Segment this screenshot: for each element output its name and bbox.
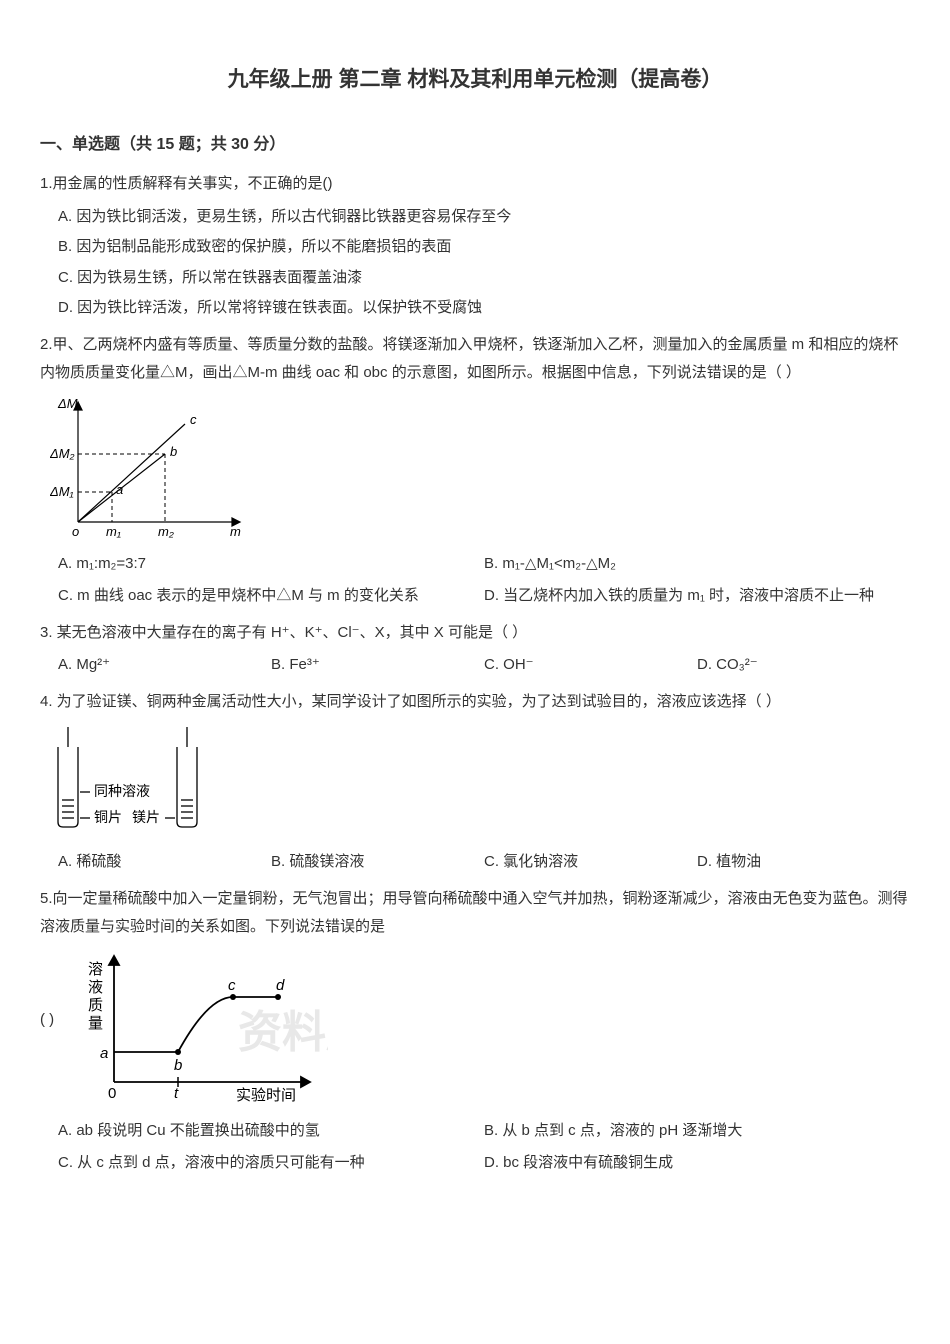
q4-label-cu: 铜片 <box>94 809 122 825</box>
q2-c: C. m 曲线 oac 表示的是甲烧杯中△M 与 m 的变化关系 <box>58 582 484 611</box>
q5-watermark: 资料库 <box>238 1008 328 1057</box>
q5-row1: A. ab 段说明 Cu 不能置换出硫酸中的氢 B. 从 b 点到 c 点，溶液… <box>40 1117 910 1146</box>
q5-b: B. 从 b 点到 c 点，溶液的 pH 逐渐增大 <box>484 1117 910 1146</box>
q2-pt-b: b <box>170 444 177 459</box>
q5-a: A. ab 段说明 Cu 不能置换出硫酸中的氢 <box>58 1117 484 1146</box>
q2-row1: A. m₁:m₂=3:7 B. m₁-△M₁<m₂-△M₂ <box>40 550 910 579</box>
q3-text: 3. 某无色溶液中大量存在的离子有 H⁺、K⁺、Cl⁻、X，其中 X 可能是（ … <box>40 619 910 648</box>
q5-pt-b: b <box>174 1057 182 1074</box>
q5-row2: C. 从 c 点到 d 点，溶液中的溶质只可能有一种 D. bc 段溶液中有硫酸… <box>40 1149 910 1178</box>
q5-xlabel: 实验时间 <box>236 1087 296 1104</box>
q2-axis-x: m <box>230 524 241 539</box>
q4-text: 4. 为了验证镁、铜两种金属活动性大小，某同学设计了如图所示的实验，为了达到试验… <box>40 688 910 717</box>
q4-b: B. 硫酸镁溶液 <box>271 848 484 877</box>
q2-axis-y: ΔM <box>57 396 78 411</box>
q2-origin: o <box>72 524 79 539</box>
q4-a: A. 稀硫酸 <box>58 848 271 877</box>
q3-d: D. CO₃²⁻ <box>697 651 910 680</box>
q2-ytick-m2: ΔM₂ <box>50 446 75 461</box>
q5-pt-d: d <box>276 977 285 994</box>
q2-ytick-m1: ΔM₁ <box>50 484 74 499</box>
q3-options: A. Mg²⁺ B. Fe³⁺ C. OH⁻ D. CO₃²⁻ <box>40 651 910 680</box>
q5-paren: ( ) <box>40 946 58 1035</box>
q1-c: C. 因为铁易生锈，所以常在铁器表面覆盖油漆 <box>58 264 910 293</box>
q5-ylabel-3: 质 <box>88 997 103 1014</box>
q5-text: 5.向一定量稀硫酸中加入一定量铜粉，无气泡冒出；用导管向稀硫酸中通入空气并加热，… <box>40 885 910 942</box>
q5-d: D. bc 段溶液中有硫酸铜生成 <box>484 1149 910 1178</box>
section-1-heading: 一、单选题（共 15 题；共 30 分） <box>40 130 910 160</box>
q3-a: A. Mg²⁺ <box>58 651 271 680</box>
q4-options: A. 稀硫酸 B. 硫酸镁溶液 C. 氯化钠溶液 D. 植物油 <box>40 848 910 877</box>
q2-pt-a: a <box>116 482 123 497</box>
q5-ylabel-1: 溶 <box>88 961 103 978</box>
q5-c: C. 从 c 点到 d 点，溶液中的溶质只可能有一种 <box>58 1149 484 1178</box>
q1-b: B. 因为铝制品能形成致密的保护膜，所以不能磨损铝的表面 <box>58 233 910 262</box>
q2-text: 2.甲、乙两烧杯内盛有等质量、等质量分数的盐酸。将镁逐渐加入甲烧杯，铁逐渐加入乙… <box>40 331 910 388</box>
q2-xtick-m1: m₁ <box>106 524 121 539</box>
q2-d: D. 当乙烧杯内加入铁的质量为 m₁ 时，溶液中溶质不止一种 <box>484 582 910 611</box>
q5-pt-a: a <box>100 1045 108 1062</box>
q5-ylabel-4: 量 <box>88 1015 103 1032</box>
q2-row2: C. m 曲线 oac 表示的是甲烧杯中△M 与 m 的变化关系 D. 当乙烧杯… <box>40 582 910 611</box>
q3-b: B. Fe³⁺ <box>271 651 484 680</box>
q4-figure: 同种溶液 铜片 镁片 <box>50 722 205 842</box>
q5-ylabel-2: 液 <box>88 979 103 996</box>
q4-c: C. 氯化钠溶液 <box>484 848 697 877</box>
q3-c: C. OH⁻ <box>484 651 697 680</box>
q5-figure: 资料库 溶 液 质 量 a b c d 0 t 实验时间 <box>68 952 328 1107</box>
q5-origin: 0 <box>108 1085 116 1102</box>
q2-a: A. m₁:m₂=3:7 <box>58 550 484 579</box>
q1-options: A. 因为铁比铜活泼，更易生锈，所以古代铜器比铁器更容易保存至今 B. 因为铝制… <box>40 203 910 323</box>
q2-figure: ΔM ΔM₂ ΔM₁ o m₁ m₂ m a b c <box>50 394 250 544</box>
q1-a: A. 因为铁比铜活泼，更易生锈，所以古代铜器比铁器更容易保存至今 <box>58 203 910 232</box>
q4-label-solution: 同种溶液 <box>94 783 150 799</box>
q5-tick-t: t <box>174 1085 179 1102</box>
q5-pt-c: c <box>228 977 236 994</box>
q2-b: B. m₁-△M₁<m₂-△M₂ <box>484 550 910 579</box>
q2-pt-c: c <box>190 412 197 427</box>
q1-text: 1.用金属的性质解释有关事实，不正确的是() <box>40 170 910 199</box>
page-title: 九年级上册 第二章 材料及其利用单元检测（提高卷） <box>40 60 910 100</box>
q1-d: D. 因为铁比锌活泼，所以常将锌镀在铁表面。以保护铁不受腐蚀 <box>58 294 910 323</box>
q2-xtick-m2: m₂ <box>158 524 174 539</box>
q4-label-mg: 镁片 <box>132 809 160 825</box>
q4-d: D. 植物油 <box>697 848 910 877</box>
